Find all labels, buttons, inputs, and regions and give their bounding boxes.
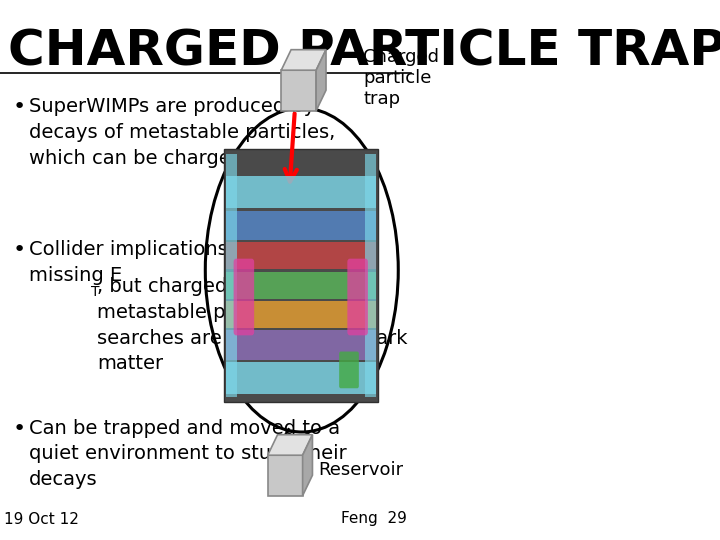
Text: SuperWIMPs are produced by
decays of metastable particles,
which can be charged: SuperWIMPs are produced by decays of met…: [29, 97, 335, 168]
Polygon shape: [268, 435, 312, 455]
Text: •: •: [12, 418, 26, 438]
Polygon shape: [282, 50, 326, 70]
Text: , but charged
metastable particles, CHAMP
searches are important for dark
matter: , but charged metastable particles, CHAM…: [97, 277, 408, 373]
Text: Can be trapped and moved to a
quiet environment to study their
decays: Can be trapped and moved to a quiet envi…: [29, 418, 346, 489]
FancyBboxPatch shape: [226, 330, 376, 360]
FancyBboxPatch shape: [226, 242, 376, 269]
FancyBboxPatch shape: [268, 455, 302, 496]
Text: T: T: [91, 285, 99, 299]
FancyBboxPatch shape: [364, 154, 376, 397]
Text: 19 Oct 12: 19 Oct 12: [4, 511, 79, 526]
FancyBboxPatch shape: [226, 301, 376, 328]
Text: •: •: [12, 240, 26, 260]
FancyBboxPatch shape: [339, 352, 359, 388]
FancyBboxPatch shape: [224, 148, 378, 402]
Text: Charged
particle
trap: Charged particle trap: [364, 49, 439, 108]
Polygon shape: [316, 50, 326, 111]
Text: Feng  29: Feng 29: [341, 511, 407, 526]
FancyBboxPatch shape: [233, 259, 254, 335]
Text: •: •: [12, 97, 26, 117]
FancyBboxPatch shape: [226, 211, 376, 240]
Text: Collider implications: signal is not
missing E: Collider implications: signal is not mis…: [29, 240, 358, 285]
FancyBboxPatch shape: [226, 176, 376, 208]
FancyBboxPatch shape: [226, 362, 376, 394]
Text: CHARGED PARTICLE TRAPPING: CHARGED PARTICLE TRAPPING: [8, 27, 720, 75]
Polygon shape: [302, 435, 312, 496]
Text: Reservoir: Reservoir: [318, 461, 403, 479]
FancyBboxPatch shape: [226, 154, 238, 397]
FancyBboxPatch shape: [226, 272, 376, 299]
FancyBboxPatch shape: [282, 70, 316, 111]
FancyBboxPatch shape: [347, 259, 368, 335]
